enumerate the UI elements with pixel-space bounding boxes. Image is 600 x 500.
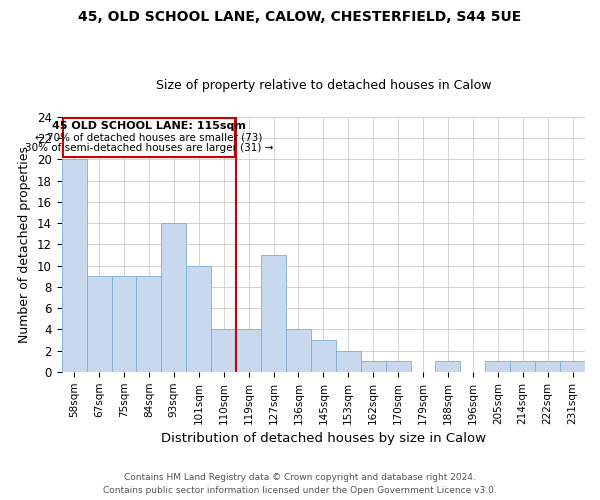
Bar — [336, 350, 361, 372]
Bar — [261, 255, 286, 372]
Title: Size of property relative to detached houses in Calow: Size of property relative to detached ho… — [155, 79, 491, 92]
Bar — [485, 361, 510, 372]
Bar — [161, 223, 186, 372]
Bar — [211, 330, 236, 372]
Text: 30% of semi-detached houses are larger (31) →: 30% of semi-detached houses are larger (… — [25, 144, 273, 154]
Bar — [436, 361, 460, 372]
Bar — [386, 361, 410, 372]
Bar — [186, 266, 211, 372]
Y-axis label: Number of detached properties: Number of detached properties — [19, 146, 31, 343]
Bar — [560, 361, 585, 372]
Bar — [311, 340, 336, 372]
Bar — [86, 276, 112, 372]
Bar — [535, 361, 560, 372]
Bar — [286, 330, 311, 372]
Bar — [63, 118, 235, 157]
Bar — [62, 160, 86, 372]
Bar — [236, 330, 261, 372]
Bar — [510, 361, 535, 372]
X-axis label: Distribution of detached houses by size in Calow: Distribution of detached houses by size … — [161, 432, 486, 445]
Bar — [136, 276, 161, 372]
Text: 45, OLD SCHOOL LANE, CALOW, CHESTERFIELD, S44 5UE: 45, OLD SCHOOL LANE, CALOW, CHESTERFIELD… — [79, 10, 521, 24]
Text: ← 70% of detached houses are smaller (73): ← 70% of detached houses are smaller (73… — [35, 132, 263, 142]
Bar — [361, 361, 386, 372]
Text: Contains HM Land Registry data © Crown copyright and database right 2024.
Contai: Contains HM Land Registry data © Crown c… — [103, 474, 497, 495]
Bar — [112, 276, 136, 372]
Text: 45 OLD SCHOOL LANE: 115sqm: 45 OLD SCHOOL LANE: 115sqm — [52, 120, 246, 130]
